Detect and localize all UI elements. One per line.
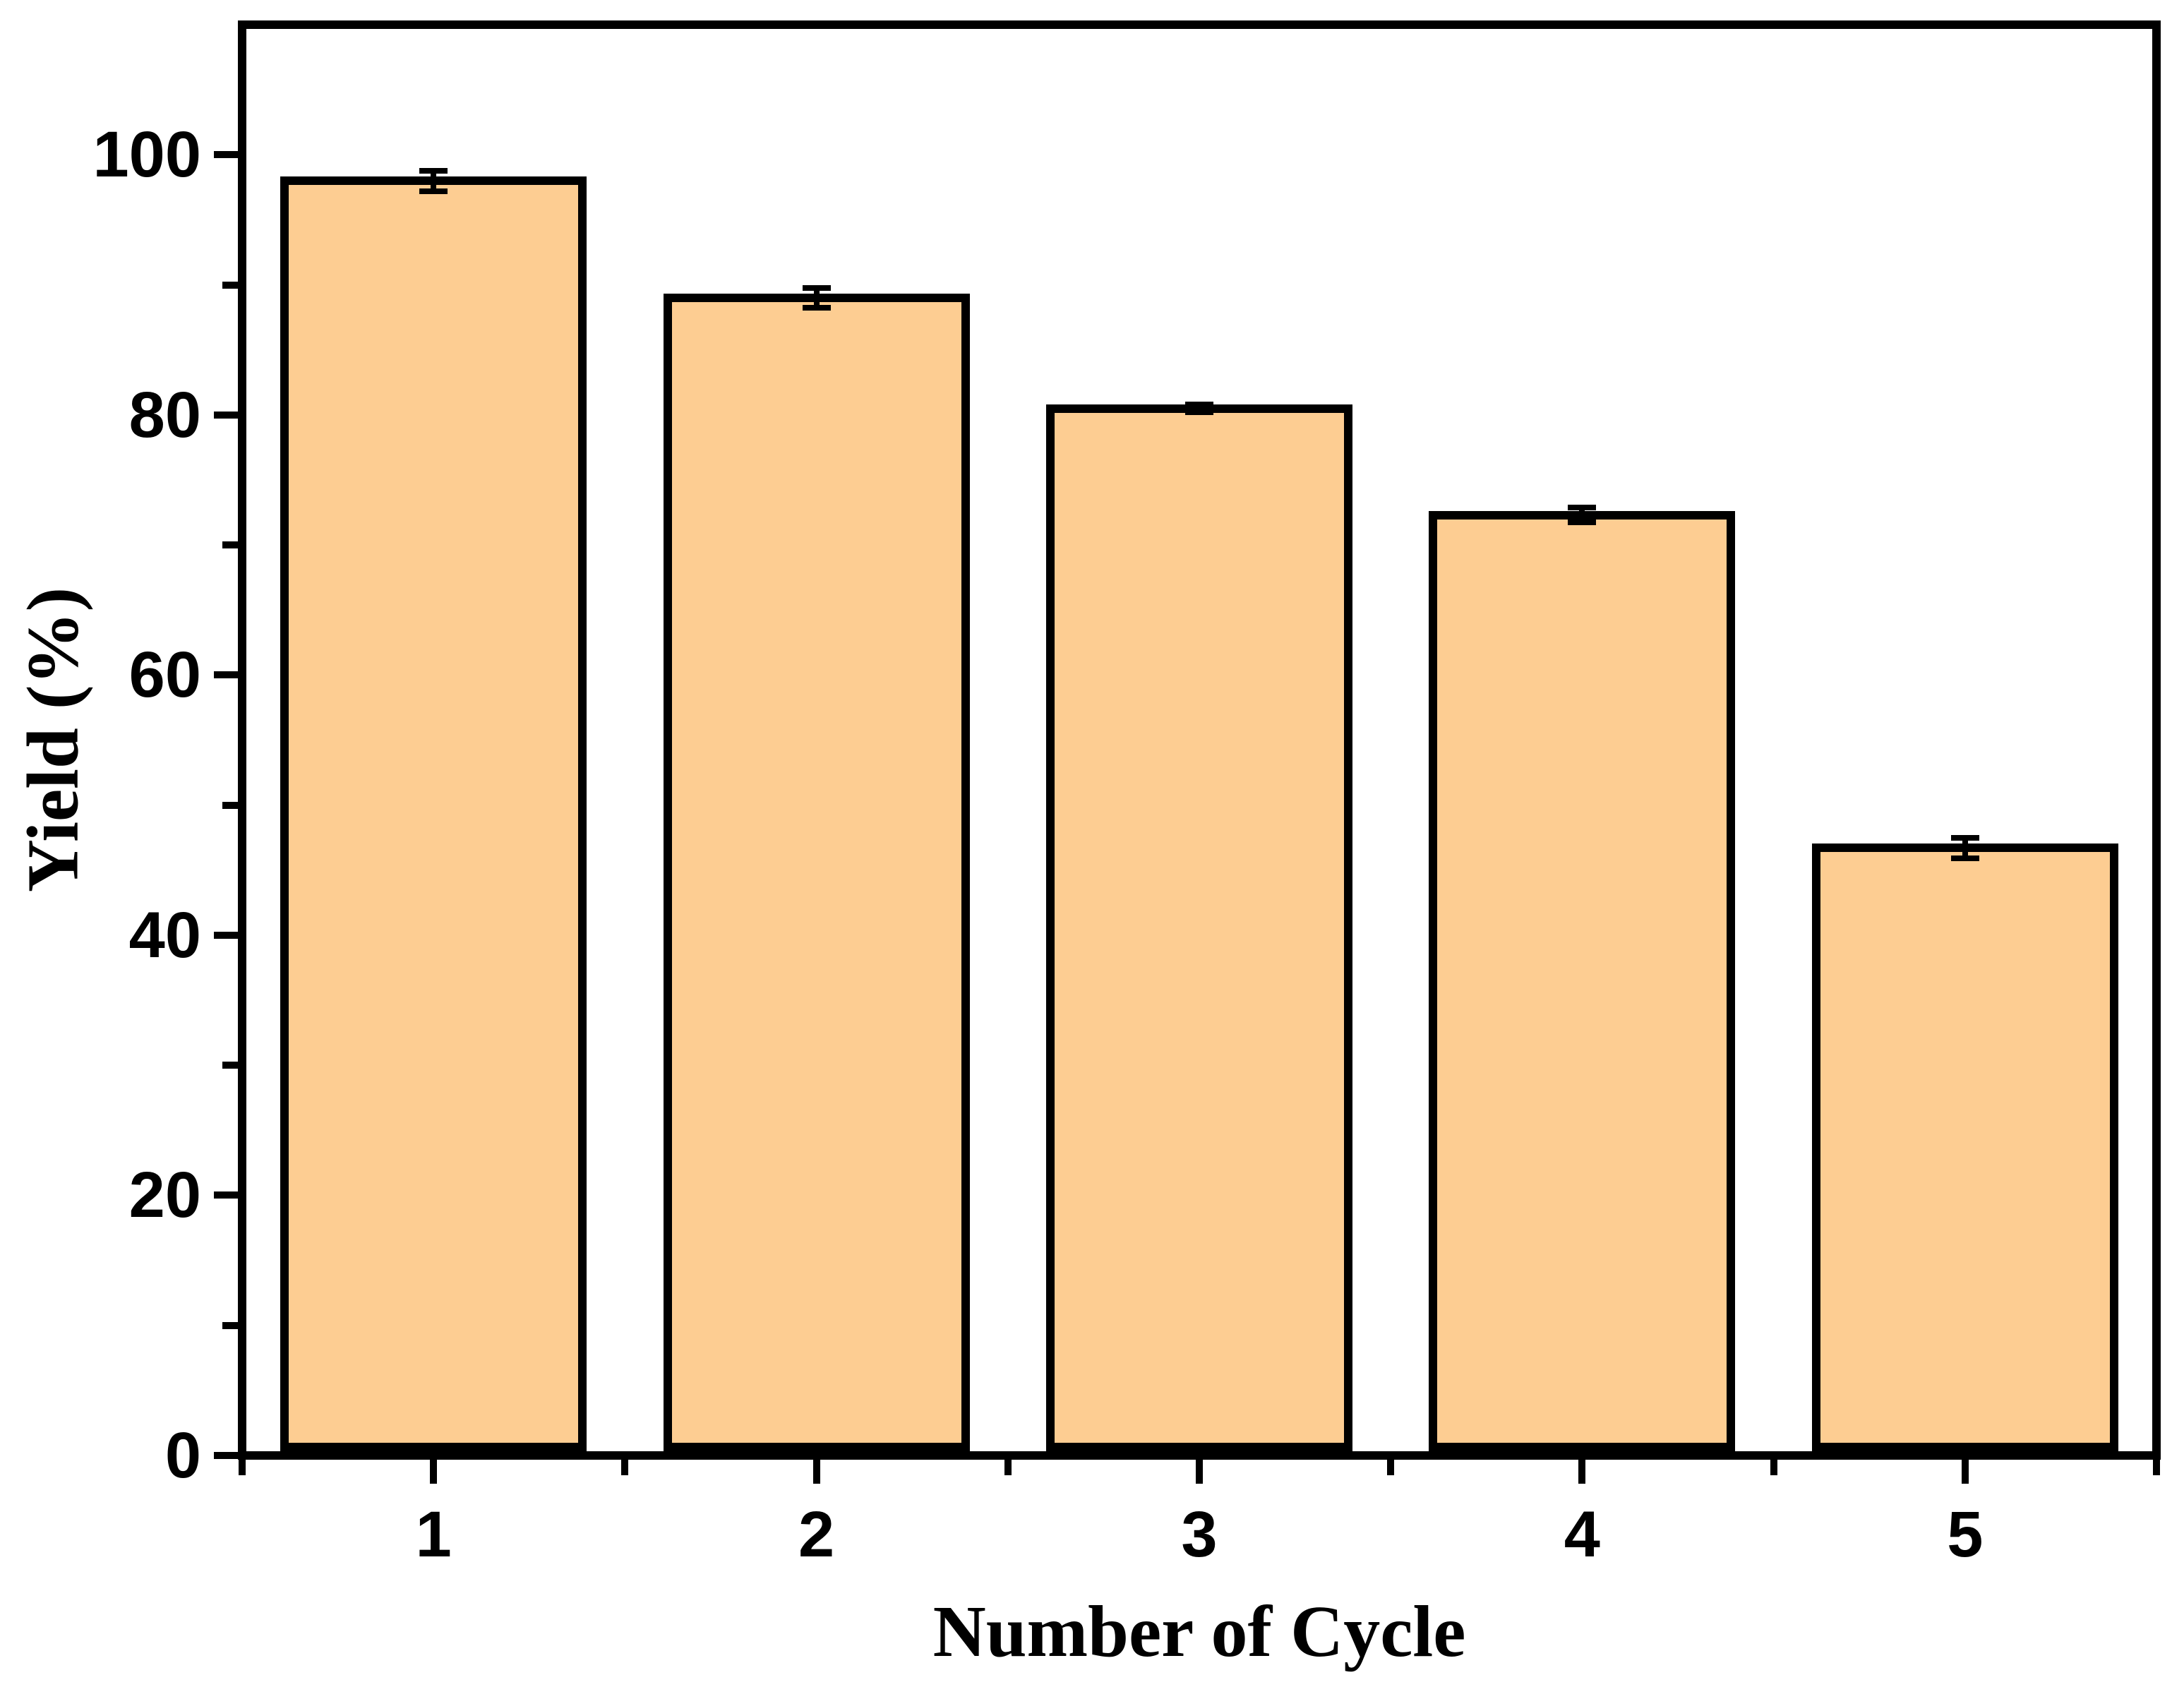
y-tick-label: 20: [128, 1159, 201, 1232]
x-axis-minor-tick: [621, 1460, 629, 1475]
error-bar-cap-bottom: [802, 305, 831, 311]
error-bar-cap-top: [1568, 504, 1597, 510]
error-bar: [1185, 402, 1213, 415]
x-axis-minor-tick: [1004, 1460, 1012, 1475]
error-bar-cap-top: [802, 284, 831, 291]
error-bar-cap-top: [1950, 835, 1979, 841]
bar: [280, 176, 587, 1451]
error-bar-cap-bottom: [1950, 855, 1979, 861]
y-axis-major-tick: [214, 1452, 238, 1459]
y-axis-minor-tick: [222, 1321, 238, 1329]
x-axis-minor-tick: [1387, 1460, 1395, 1475]
error-bar: [419, 167, 448, 194]
bar: [663, 294, 970, 1451]
x-axis-major-tick: [1196, 1460, 1203, 1484]
y-axis-minor-tick: [222, 1062, 238, 1069]
x-axis-major-tick: [812, 1460, 820, 1484]
y-axis-major-tick: [214, 151, 238, 159]
error-bar-line: [1579, 504, 1585, 526]
bar: [1429, 511, 1736, 1451]
error-bar-cap-bottom: [1185, 409, 1213, 415]
bar: [1811, 844, 2118, 1451]
x-axis-minor-tick: [239, 1460, 246, 1475]
error-bar-line: [1196, 402, 1202, 415]
error-bar: [1950, 835, 1979, 861]
x-tick-label: 2: [798, 1499, 835, 1571]
x-tick-label: 5: [1947, 1499, 1984, 1571]
error-bar-line: [431, 167, 437, 194]
y-tick-label: 0: [164, 1419, 201, 1491]
plot-data-layer: [246, 29, 2152, 1451]
y-axis-minor-tick: [222, 801, 238, 809]
y-tick-label: 40: [128, 899, 201, 971]
x-tick-label: 1: [415, 1499, 452, 1571]
y-axis-major-tick: [214, 671, 238, 679]
y-axis-minor-tick: [222, 541, 238, 549]
x-axis-title-text: Number of Cycle: [932, 1591, 1466, 1672]
x-axis-title: Number of Cycle: [776, 1590, 1623, 1674]
x-tick-label: 3: [1181, 1499, 1218, 1571]
y-axis-major-tick: [214, 931, 238, 939]
error-bar-cap-top: [1185, 402, 1213, 408]
y-tick-label: 60: [128, 639, 201, 712]
y-axis-title-text: Yield (%): [12, 587, 94, 893]
y-axis-major-tick: [214, 1191, 238, 1199]
error-bar-cap-bottom: [1568, 520, 1597, 526]
y-tick-label: 100: [92, 119, 202, 191]
x-axis-major-tick: [430, 1460, 438, 1484]
error-bar-cap-top: [419, 167, 448, 174]
x-axis-major-tick: [1578, 1460, 1586, 1484]
x-axis-minor-tick: [1770, 1460, 1777, 1475]
y-axis-minor-tick: [222, 281, 238, 289]
y-axis-major-tick: [214, 411, 238, 419]
x-tick-label: 4: [1564, 1499, 1600, 1571]
bar: [1046, 404, 1352, 1451]
y-tick-label: 80: [128, 378, 201, 451]
error-bar-cap-bottom: [419, 188, 448, 194]
error-bar-line: [1962, 835, 1968, 861]
error-bar: [1568, 504, 1597, 526]
error-bar-line: [813, 284, 820, 311]
error-bar: [802, 284, 831, 311]
x-axis-minor-tick: [2153, 1460, 2160, 1475]
x-axis-major-tick: [1961, 1460, 1969, 1484]
